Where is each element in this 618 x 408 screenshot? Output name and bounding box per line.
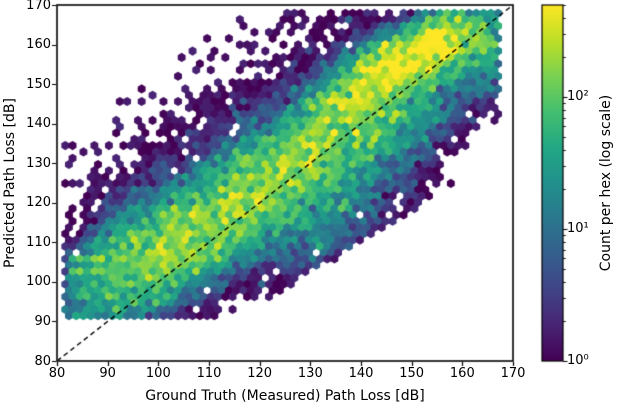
y-tick-label: 100	[26, 274, 51, 290]
y-tick-label: 90	[34, 313, 51, 329]
x-tick-label: 160	[449, 366, 475, 381]
x-axis-label: Ground Truth (Measured) Path Loss [dB]	[145, 388, 425, 404]
x-tick-label: 150	[399, 366, 425, 381]
y-tick-label: 120	[26, 195, 51, 211]
x-tick-label: 170	[500, 366, 526, 381]
colorbar-tick-label: 10⁰	[567, 353, 589, 368]
y-tick-label: 140	[26, 116, 51, 132]
y-tick-label: 130	[26, 155, 51, 171]
y-tick-label: 110	[26, 234, 51, 250]
y-tick-label: 150	[26, 76, 51, 92]
x-tick-label: 120	[247, 366, 273, 381]
colorbar-tick-label: 10²	[567, 89, 589, 105]
y-tick-label: 160	[26, 37, 51, 53]
x-tick-label: 130	[297, 366, 323, 381]
y-tick-label: 170	[26, 0, 51, 13]
y-tick-label: 80	[34, 353, 51, 369]
x-tick-label: 100	[145, 366, 171, 381]
colorbar-tick-label: 10¹	[567, 221, 589, 237]
x-tick-label: 90	[99, 366, 116, 381]
x-tick-label: 140	[348, 366, 374, 381]
x-tick-label: 110	[196, 366, 222, 381]
x-tick-label: 80	[48, 366, 66, 381]
colorbar-label: Count per hex (log scale)	[598, 94, 614, 272]
